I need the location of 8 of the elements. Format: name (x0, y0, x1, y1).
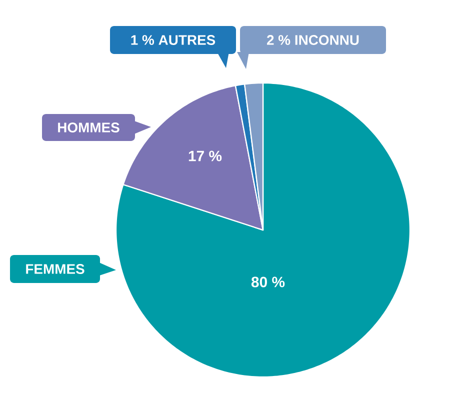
legend-label: HOMMES (58, 122, 120, 132)
data-label: 1 % (131, 35, 154, 45)
data-label: 17 % (188, 150, 222, 162)
slice-label: INCONNU (295, 35, 359, 45)
data-label: 2 % (266, 35, 290, 45)
data-label: 80 % (251, 276, 285, 288)
slice-label: AUTRES (158, 35, 216, 45)
legend-label: FEMMES (26, 264, 84, 274)
